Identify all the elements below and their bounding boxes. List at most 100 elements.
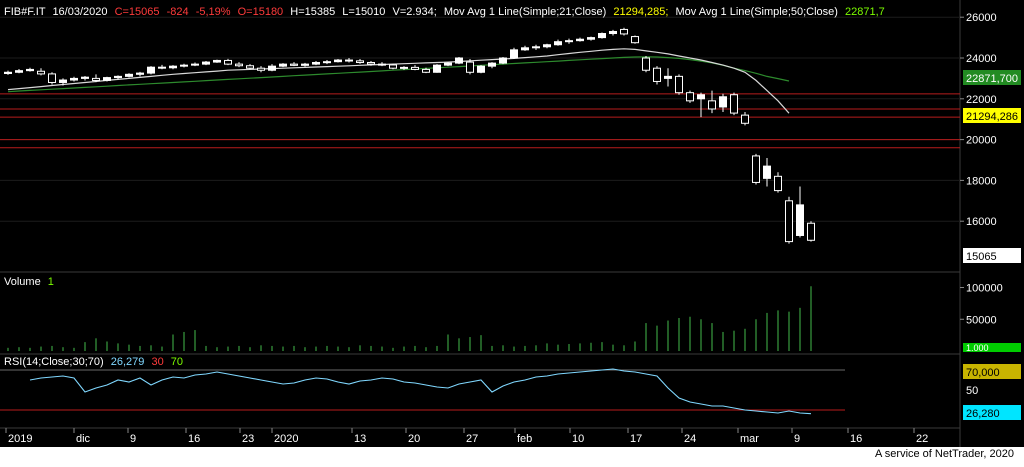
candle bbox=[466, 59, 474, 75]
candle bbox=[136, 71, 144, 77]
candle bbox=[741, 112, 749, 126]
high-label: H=15385 bbox=[290, 6, 335, 18]
x-tick-label: 9 bbox=[130, 433, 136, 445]
candle-body bbox=[730, 94, 738, 114]
candle bbox=[202, 61, 210, 66]
candle-body bbox=[400, 66, 408, 69]
candle bbox=[708, 90, 716, 114]
candle bbox=[180, 63, 188, 68]
rsi-title: RSI(14;Close;30;70) bbox=[4, 356, 104, 368]
x-tick-label: 2020 bbox=[274, 433, 298, 445]
x-tick-label: 13 bbox=[354, 433, 366, 445]
candle-body bbox=[719, 96, 727, 108]
candle bbox=[796, 186, 804, 238]
candle bbox=[609, 29, 617, 36]
candle bbox=[400, 66, 408, 70]
candle bbox=[257, 66, 265, 73]
date-label: 16/03/2020 bbox=[52, 6, 107, 18]
horizontal-levels bbox=[0, 93, 960, 149]
candle bbox=[631, 35, 639, 44]
candle-body bbox=[686, 92, 694, 102]
candle bbox=[70, 76, 78, 82]
candle bbox=[378, 62, 386, 67]
candle bbox=[290, 62, 298, 67]
candle bbox=[279, 63, 287, 68]
candle-body bbox=[389, 64, 397, 69]
candle bbox=[730, 92, 738, 116]
ma21-price-text: 21294,286 bbox=[966, 111, 1018, 123]
price-tick-label: 24000 bbox=[966, 53, 997, 65]
candle bbox=[301, 62, 309, 67]
price-tick-label: 22000 bbox=[966, 94, 997, 106]
candle-body bbox=[543, 44, 551, 48]
candle bbox=[235, 62, 243, 68]
rsi-value: 26,279 bbox=[111, 356, 145, 368]
low-label: L=15010 bbox=[342, 6, 385, 18]
candle bbox=[774, 172, 782, 193]
ma50-price-box: 22871,700 bbox=[963, 70, 1021, 85]
candle-body bbox=[235, 63, 243, 67]
candle bbox=[103, 76, 111, 82]
candle bbox=[48, 72, 56, 85]
candle-body bbox=[422, 68, 430, 73]
candle-body bbox=[158, 66, 166, 69]
candle-body bbox=[664, 75, 672, 79]
candle-body bbox=[642, 57, 650, 71]
candle-body bbox=[103, 77, 111, 81]
candle-body bbox=[565, 40, 573, 43]
candle bbox=[543, 43, 551, 49]
candle-body bbox=[92, 77, 100, 81]
candle-body bbox=[774, 175, 782, 192]
candle-body bbox=[224, 59, 232, 65]
rsi-high-box-text: 70,000 bbox=[966, 367, 1000, 379]
x-tick-label: 17 bbox=[630, 433, 642, 445]
candle-body bbox=[180, 64, 188, 67]
candle-body bbox=[785, 200, 793, 243]
candle-body bbox=[620, 28, 628, 35]
last-price-text: 15065 bbox=[966, 251, 997, 263]
candle-body bbox=[213, 59, 221, 63]
candle-body bbox=[136, 72, 144, 75]
rsi-value-box-text: 26,280 bbox=[966, 408, 1000, 420]
ma50-value: 22871,7 bbox=[845, 6, 885, 18]
ma21-value: 21294,285; bbox=[613, 6, 668, 18]
candle-body bbox=[477, 65, 485, 73]
candle-body bbox=[334, 59, 342, 63]
candle-body bbox=[631, 36, 639, 44]
ma50-line bbox=[7, 56, 790, 93]
candle bbox=[114, 75, 122, 80]
candle bbox=[26, 67, 34, 72]
candle bbox=[345, 58, 353, 63]
candle-body bbox=[114, 75, 122, 79]
candle bbox=[422, 67, 430, 74]
candle bbox=[59, 78, 67, 86]
candle bbox=[444, 62, 452, 67]
x-tick-label: 16 bbox=[850, 433, 862, 445]
candle-body bbox=[488, 62, 496, 67]
candle-body bbox=[202, 61, 210, 65]
volume-tick-label: 50000 bbox=[966, 314, 997, 326]
x-tick-label: 22 bbox=[916, 433, 928, 445]
candle-body bbox=[345, 59, 353, 62]
candle bbox=[521, 45, 529, 51]
x-tick-label: 16 bbox=[188, 433, 200, 445]
candle-body bbox=[554, 41, 562, 46]
candle bbox=[125, 73, 133, 78]
candle bbox=[455, 56, 463, 65]
x-tick-label: mar bbox=[740, 433, 759, 445]
candle-body bbox=[169, 65, 177, 69]
candle bbox=[213, 59, 221, 63]
last-price-box: 15065 bbox=[963, 248, 1021, 263]
candle bbox=[598, 32, 606, 39]
rsi-layer bbox=[0, 368, 845, 415]
rsi-low: 30 bbox=[151, 356, 163, 368]
candle bbox=[433, 64, 441, 73]
candle bbox=[807, 221, 815, 242]
candle-body bbox=[48, 73, 56, 83]
symbol-label: FIB#F.IT bbox=[4, 6, 46, 18]
candle-body bbox=[741, 114, 749, 124]
price-tick-label: 26000 bbox=[966, 12, 997, 24]
candle-body bbox=[653, 67, 661, 82]
candle-body bbox=[279, 63, 287, 67]
